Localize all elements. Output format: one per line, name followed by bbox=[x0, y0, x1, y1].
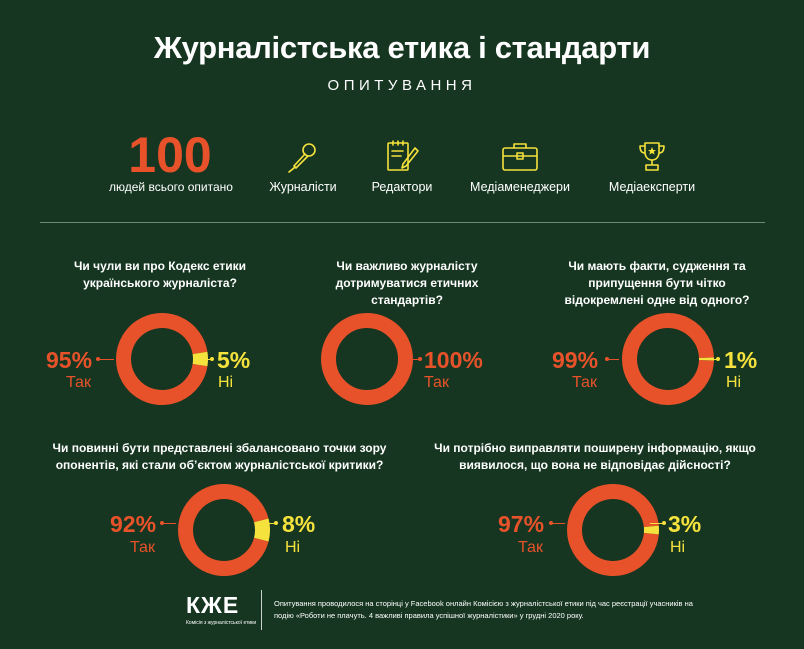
donut-chart-4 bbox=[178, 484, 270, 576]
yes-connector-dot bbox=[549, 521, 553, 525]
notepad-pen-icon bbox=[387, 140, 419, 171]
yes-connector bbox=[160, 523, 176, 524]
yes-percent-label: 95% bbox=[46, 347, 93, 373]
yes-label: Так bbox=[130, 539, 155, 556]
yes-connector-dot bbox=[96, 357, 100, 361]
yes-label: Так bbox=[572, 374, 597, 391]
no-percent-label: 8% bbox=[282, 511, 316, 537]
question-5: Чи потрібно виправляти поширену інформац… bbox=[434, 441, 756, 472]
yes-connector-dot bbox=[418, 357, 422, 361]
yes-connector bbox=[549, 523, 565, 524]
role-label: Медіаексперти bbox=[608, 180, 696, 194]
donut-slice-yes bbox=[178, 484, 269, 576]
logo-subtitle: Комісія з журналістської етики bbox=[186, 620, 257, 626]
donut-chart-5 bbox=[567, 484, 659, 576]
logo: КЖЕ bbox=[186, 592, 240, 618]
question-3: Чи мають факти, судження та припущення б… bbox=[564, 259, 750, 307]
no-connector bbox=[198, 359, 212, 360]
role-journalists: Журналісти bbox=[265, 140, 341, 194]
no-percent-label: 1% bbox=[724, 347, 758, 373]
donut-slice-yes bbox=[622, 313, 714, 405]
footer-divider bbox=[261, 590, 262, 630]
donut-slice-yes bbox=[116, 313, 208, 405]
no-connector-dot bbox=[274, 521, 278, 525]
no-label: Ні bbox=[670, 539, 686, 556]
question-1: Чи чули ви про Кодекс етики українського… bbox=[73, 259, 247, 290]
no-percent-label: 5% bbox=[217, 347, 251, 373]
donut-slice-no bbox=[253, 518, 270, 542]
yes-connector bbox=[96, 359, 114, 360]
role-label: Медіаменеджери bbox=[470, 180, 570, 194]
donut-chart-2 bbox=[321, 313, 413, 405]
yes-percent-label: 97% bbox=[498, 511, 545, 537]
role-label: Журналісти bbox=[269, 180, 337, 194]
no-connector bbox=[650, 523, 665, 524]
no-connector-dot bbox=[210, 357, 214, 361]
yes-percent-label: 99% bbox=[552, 347, 599, 373]
donut-chart-3 bbox=[622, 313, 714, 405]
question-2: Чи важливо журналісту дотримуватися етич… bbox=[335, 259, 479, 307]
footer-note: Опитування проводилося на сторінці у Fac… bbox=[274, 599, 693, 620]
no-label: Ні bbox=[726, 374, 742, 391]
microphone-icon bbox=[288, 143, 316, 173]
no-connector-dot bbox=[716, 357, 720, 361]
no-label: Ні bbox=[285, 539, 301, 556]
yes-connector-dot bbox=[160, 521, 164, 525]
role-editors: Редактори bbox=[366, 140, 438, 194]
yes-percent-label: 100% bbox=[424, 347, 483, 373]
trophy-icon bbox=[639, 142, 665, 171]
donut-chart-1 bbox=[116, 313, 208, 405]
yes-percent-label: 92% bbox=[110, 511, 157, 537]
section-divider bbox=[40, 222, 765, 223]
role-media-experts: Медіаексперти bbox=[602, 140, 702, 194]
no-connector-dot bbox=[662, 521, 666, 525]
page-title: Журналістська етика і стандарти bbox=[153, 30, 651, 65]
briefcase-icon bbox=[502, 143, 538, 171]
yes-connector bbox=[407, 359, 422, 360]
no-connector bbox=[704, 359, 719, 360]
no-connector bbox=[262, 523, 277, 524]
donut-slice-yes bbox=[321, 313, 413, 405]
yes-connector bbox=[605, 359, 619, 360]
total-respondents-caption: людей всього опитано bbox=[109, 180, 233, 194]
page-subtitle: ОПИТУВАННЯ bbox=[327, 77, 477, 94]
total-respondents-value: 100 bbox=[128, 127, 212, 183]
yes-connector-dot bbox=[605, 357, 609, 361]
donut-slice-yes bbox=[567, 484, 659, 576]
question-4: Чи повинні бути представлені збалансован… bbox=[52, 441, 387, 472]
no-label: Ні bbox=[218, 374, 234, 391]
yes-label: Так bbox=[66, 374, 91, 391]
role-label: Редактори bbox=[371, 180, 433, 194]
no-percent-label: 3% bbox=[668, 511, 702, 537]
yes-label: Так bbox=[424, 374, 449, 391]
role-media-managers: Медіаменеджери bbox=[464, 140, 576, 194]
yes-label: Так bbox=[518, 539, 543, 556]
